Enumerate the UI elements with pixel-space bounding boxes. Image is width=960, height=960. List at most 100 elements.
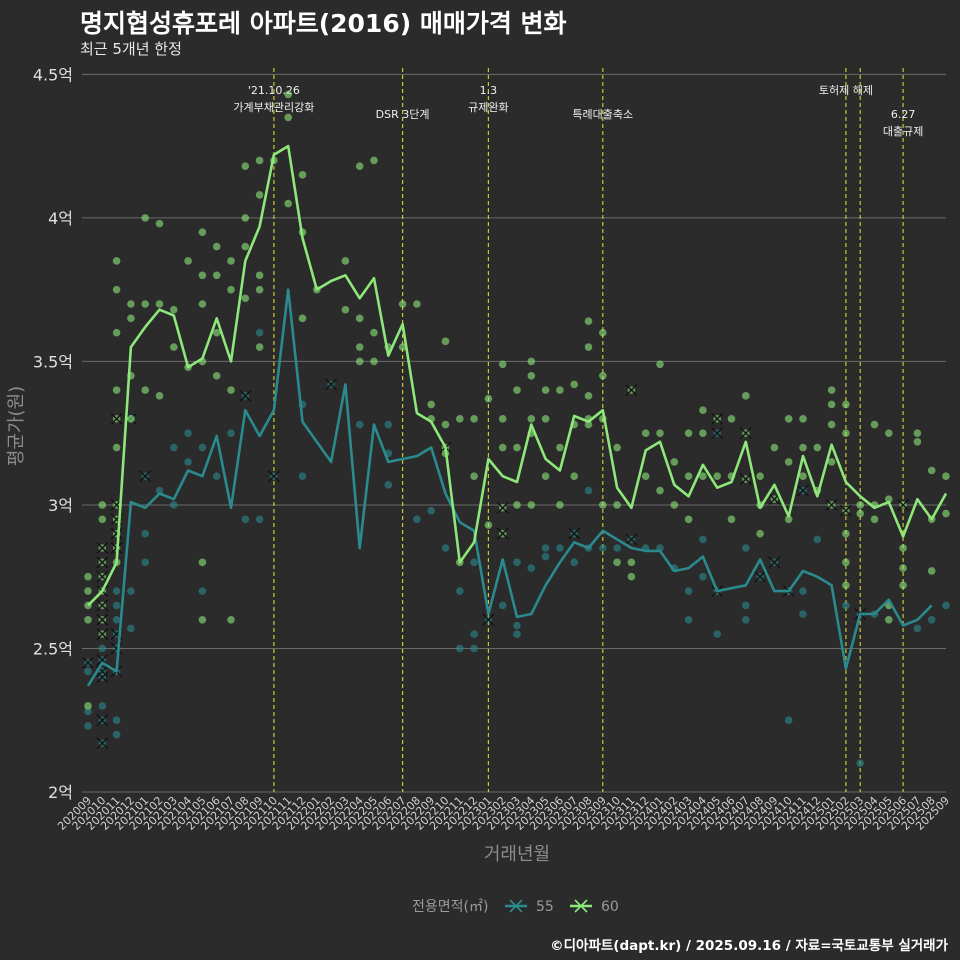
trade-point xyxy=(413,515,421,524)
trade-point xyxy=(656,429,664,437)
trade-point xyxy=(370,328,378,337)
cross-mark xyxy=(110,642,123,655)
trade-point xyxy=(470,472,478,481)
trade-point xyxy=(927,466,936,475)
trade-point xyxy=(456,587,464,595)
trade-point xyxy=(84,702,92,710)
trade-point xyxy=(599,371,607,380)
trade-point-cross xyxy=(96,599,109,612)
series-line-60 xyxy=(87,144,948,607)
trade-point xyxy=(441,337,450,346)
trade-point xyxy=(570,380,578,389)
trade-point xyxy=(355,162,364,171)
trade-point xyxy=(684,429,693,437)
trade-point xyxy=(584,486,593,495)
trade-point-cross xyxy=(797,484,809,497)
event-label: DSR 3단계 xyxy=(376,108,430,121)
legend-cross-icon xyxy=(509,899,523,913)
cross-mark xyxy=(839,504,852,517)
trade-point xyxy=(84,615,92,624)
cross-mark xyxy=(239,389,252,402)
trade-point-cross xyxy=(625,384,638,397)
trade-point xyxy=(141,558,149,567)
trade-point xyxy=(942,601,950,610)
trade-point xyxy=(842,581,850,590)
event-label: 6.27 xyxy=(891,108,916,121)
trade-point-cross xyxy=(110,527,123,540)
trade-point xyxy=(127,587,135,595)
trade-point-cross xyxy=(239,389,252,402)
trade-point xyxy=(112,587,121,595)
trade-point xyxy=(842,429,850,437)
trade-point-cross xyxy=(96,570,109,583)
trade-point xyxy=(627,572,636,581)
trade-point xyxy=(141,386,149,394)
trade-point xyxy=(284,199,293,208)
trade-point xyxy=(856,759,864,768)
trade-point xyxy=(127,415,135,423)
trade-point xyxy=(441,544,450,552)
trade-point xyxy=(184,257,192,265)
trade-point xyxy=(827,400,836,409)
trade-point-cross xyxy=(568,527,581,540)
trade-point xyxy=(584,392,593,400)
trade-point xyxy=(84,572,92,581)
trade-point xyxy=(641,429,650,437)
event-label: '21.10.26 xyxy=(248,84,300,97)
trade-point xyxy=(456,644,464,653)
cross-mark xyxy=(482,613,495,626)
trade-point xyxy=(127,624,135,633)
trade-point xyxy=(613,558,621,567)
event-label: 특례대출축소 xyxy=(572,108,633,121)
trade-point xyxy=(513,443,521,452)
cross-mark xyxy=(711,427,724,440)
trade-point xyxy=(255,156,264,165)
trade-point-cross xyxy=(825,498,838,511)
trade-point xyxy=(198,443,207,452)
trade-point xyxy=(441,420,450,429)
chart-title: 명지협성휴포레 아파트(2016) 매매가격 변화 xyxy=(80,9,567,38)
trade-point xyxy=(885,615,893,624)
trade-point xyxy=(170,343,178,351)
legend-item-60: 60 xyxy=(570,899,619,915)
trade-point xyxy=(742,615,750,624)
legend-label: 60 xyxy=(601,899,619,915)
trade-point-cross xyxy=(96,542,109,554)
trade-point xyxy=(856,509,864,518)
cross-mark xyxy=(496,501,509,514)
trade-point xyxy=(541,544,550,552)
trade-point xyxy=(84,667,92,676)
trade-point xyxy=(870,420,879,429)
trade-point xyxy=(541,552,550,561)
trade-point xyxy=(742,392,750,400)
trade-point xyxy=(927,615,936,624)
trade-point xyxy=(155,392,164,400)
event-label: 규제완화 xyxy=(468,101,508,114)
trade-point-cross xyxy=(496,501,509,514)
trade-point xyxy=(170,443,178,452)
trade-point xyxy=(384,420,393,429)
trade-point xyxy=(727,515,736,524)
trade-point xyxy=(184,458,192,466)
trade-point xyxy=(170,305,178,314)
trade-point xyxy=(699,572,707,581)
cross-mark xyxy=(568,527,581,540)
trade-point xyxy=(856,501,864,509)
trade-point xyxy=(784,415,793,423)
trade-point xyxy=(84,722,92,730)
trade-point xyxy=(627,558,636,567)
cross-mark xyxy=(82,656,94,669)
cross-mark xyxy=(96,613,109,626)
trade-point-cross xyxy=(754,570,767,583)
trade-point xyxy=(241,515,250,524)
trade-point xyxy=(784,716,793,725)
trade-point xyxy=(456,415,464,423)
trade-point xyxy=(684,472,693,481)
line-layer xyxy=(86,144,948,687)
trade-point xyxy=(870,515,879,524)
trade-point xyxy=(227,615,235,624)
event-label: 토허제 해제 xyxy=(819,83,873,97)
trade-point xyxy=(942,472,950,481)
trade-point xyxy=(241,162,250,171)
